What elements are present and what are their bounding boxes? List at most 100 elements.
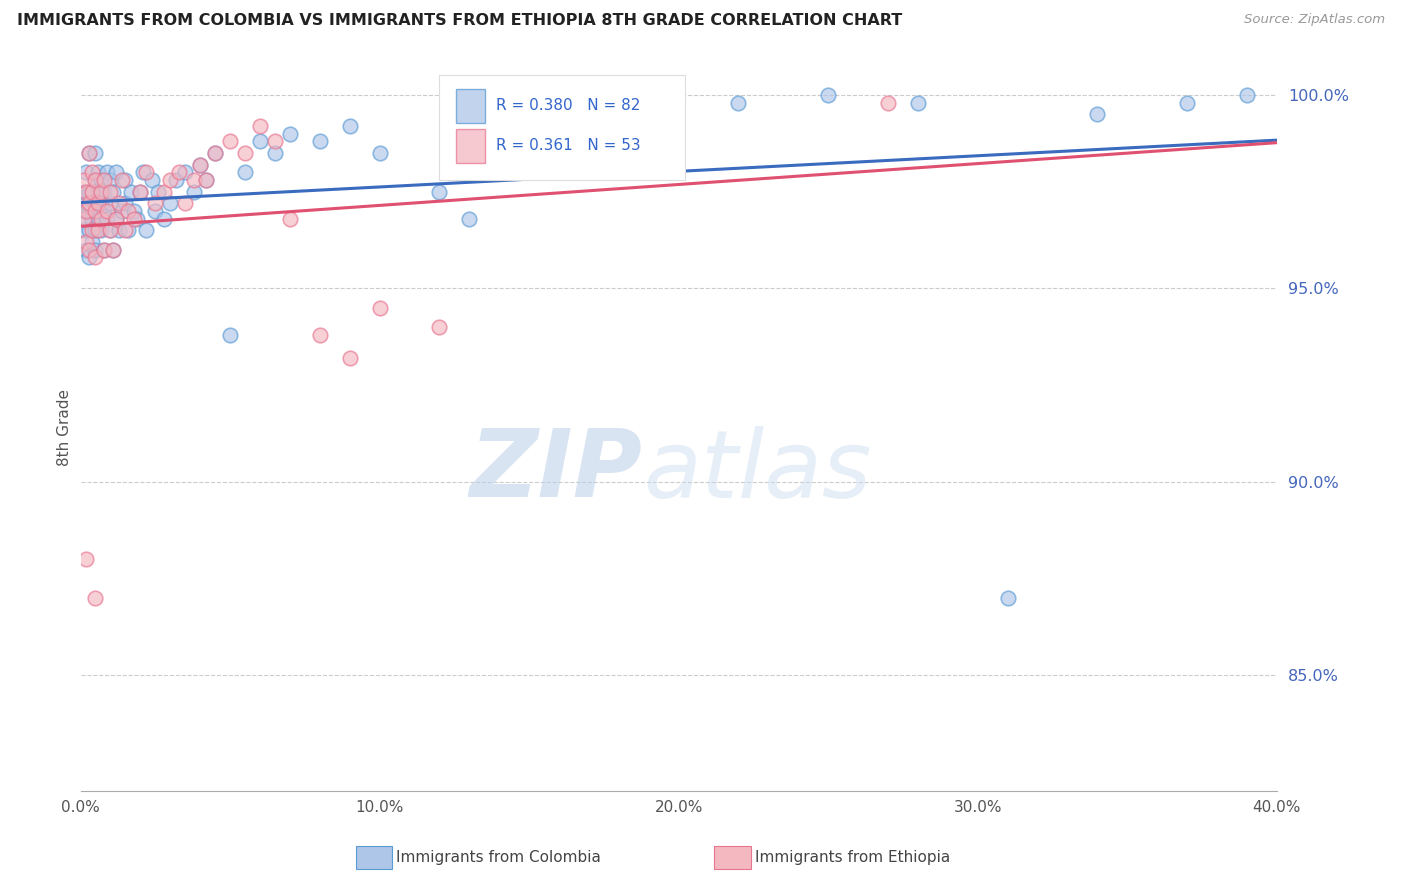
Point [76, 196, 98, 211]
Point [117, 223, 139, 237]
Point [188, 158, 211, 172]
Point [79, 223, 101, 237]
Text: IMMIGRANTS FROM COLOMBIA VS IMMIGRANTS FROM ETHIOPIA 8TH GRADE CORRELATION CHART: IMMIGRANTS FROM COLOMBIA VS IMMIGRANTS F… [17, 13, 903, 29]
Point [129, 185, 152, 199]
Point [308, 327, 330, 342]
Point [117, 204, 139, 219]
Text: Immigrants from Colombia: Immigrants from Colombia [396, 850, 602, 864]
Point [93, 243, 115, 257]
Point [105, 165, 128, 179]
Point [204, 146, 226, 161]
Point [114, 173, 136, 187]
Point [278, 211, 301, 226]
Point [76, 552, 98, 566]
Point [82, 223, 104, 237]
Point [368, 146, 391, 161]
Point [132, 165, 155, 179]
Y-axis label: 8th Grade: 8th Grade [58, 389, 72, 467]
Point [82, 185, 104, 199]
Point [76, 165, 98, 179]
Point [96, 165, 118, 179]
Point [84, 591, 107, 605]
Point [79, 196, 101, 211]
Point [877, 95, 900, 110]
FancyBboxPatch shape [456, 89, 485, 123]
Point [72, 211, 94, 226]
Point [165, 173, 187, 187]
Point [82, 235, 104, 249]
Point [204, 146, 226, 161]
Point [458, 211, 481, 226]
Point [233, 165, 256, 179]
Point [143, 204, 166, 219]
FancyBboxPatch shape [456, 128, 485, 163]
Text: atlas: atlas [643, 425, 870, 516]
Point [148, 185, 170, 199]
Point [90, 185, 112, 199]
Point [135, 165, 157, 179]
Point [79, 251, 101, 265]
Point [427, 320, 450, 334]
Point [127, 211, 149, 226]
Point [79, 204, 101, 219]
Point [76, 204, 98, 219]
Point [339, 119, 361, 133]
Point [87, 223, 110, 237]
Point [100, 173, 122, 187]
Point [1175, 95, 1198, 110]
Point [141, 173, 163, 187]
Point [817, 88, 839, 103]
Point [100, 223, 122, 237]
Point [114, 196, 136, 211]
Point [84, 173, 107, 187]
Point [90, 196, 112, 211]
Point [82, 185, 104, 199]
Point [82, 204, 104, 219]
Point [233, 146, 256, 161]
Point [727, 95, 749, 110]
Point [76, 235, 98, 249]
Point [105, 211, 128, 226]
Point [188, 158, 211, 172]
Point [87, 196, 110, 211]
Point [637, 95, 659, 110]
Point [1085, 107, 1108, 121]
Point [96, 211, 118, 226]
Point [997, 591, 1019, 605]
Point [219, 327, 242, 342]
Point [82, 211, 104, 226]
Point [249, 135, 271, 149]
Text: R = 0.361   N = 53: R = 0.361 N = 53 [495, 138, 640, 153]
Point [167, 165, 190, 179]
Point [174, 196, 197, 211]
Point [84, 204, 107, 219]
Point [135, 223, 157, 237]
Text: R = 0.380   N = 82: R = 0.380 N = 82 [495, 98, 640, 113]
Point [79, 146, 101, 161]
Point [90, 173, 112, 187]
Point [72, 223, 94, 237]
Point [84, 146, 107, 161]
Point [264, 146, 287, 161]
Point [90, 223, 112, 237]
Point [103, 185, 125, 199]
Point [82, 165, 104, 179]
Point [72, 185, 94, 199]
Text: Immigrants from Ethiopia: Immigrants from Ethiopia [755, 850, 950, 864]
Point [174, 165, 197, 179]
Text: ZIP: ZIP [470, 425, 643, 517]
Point [76, 211, 98, 226]
Point [87, 211, 110, 226]
Point [100, 223, 122, 237]
Point [76, 185, 98, 199]
Point [278, 127, 301, 141]
Point [90, 211, 112, 226]
Point [264, 135, 287, 149]
Point [308, 135, 330, 149]
Point [517, 127, 540, 141]
Point [143, 196, 166, 211]
Point [93, 243, 115, 257]
Point [79, 185, 101, 199]
Point [84, 196, 107, 211]
Point [84, 243, 107, 257]
